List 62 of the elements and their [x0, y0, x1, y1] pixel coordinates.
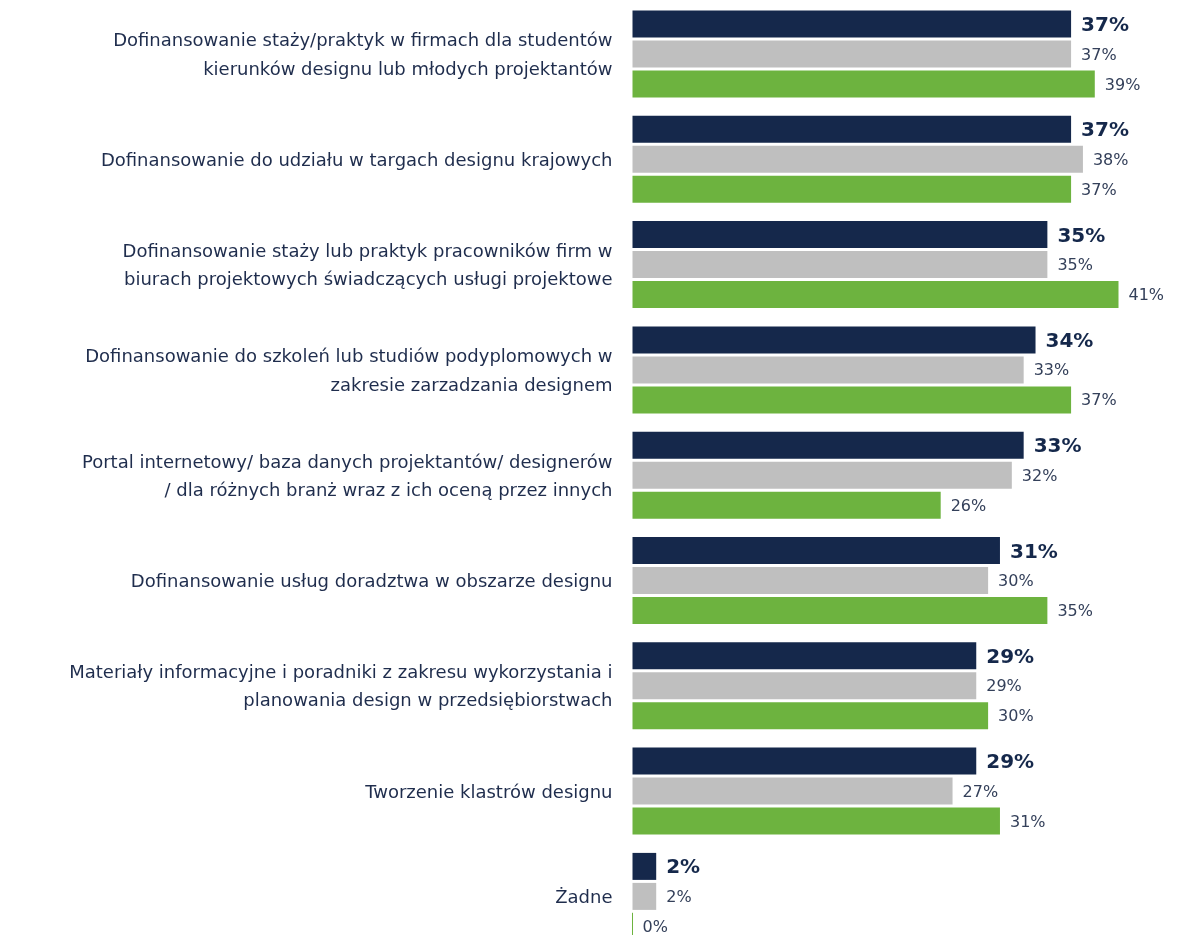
data-label: 37%: [1081, 117, 1129, 142]
bar: [632, 326, 1036, 354]
data-label: 39%: [1104, 74, 1141, 94]
bar: [632, 807, 1000, 835]
bar: [632, 747, 977, 775]
y-tick-label: Portal internetowy/ baza danych projektantów/ designerów / dla różnych branż wraz z ich oceną przez innych: [81, 450, 613, 500]
bar: [632, 386, 1072, 414]
data-label: 30%: [998, 571, 1034, 590]
y-tick-label: Dofinansowanie do szkoleń lub studiów podyplomowych w zakresie zarzadzania designem: [85, 345, 613, 395]
bar: [632, 461, 1012, 489]
data-label: 2%: [666, 854, 701, 879]
y-tick-label: Materiały informacyjne i poradniki z zakresu wykorzystania i planowania design w przedsiębiorstwach: [69, 661, 613, 711]
y-tick-label: Dofinansowanie staży lub praktyk pracowników firm w biurach projektowych świadczących usługi projektowe: [122, 239, 613, 290]
bar: [632, 251, 1048, 279]
bar: [632, 852, 657, 880]
data-label: 38%: [1092, 149, 1129, 169]
bar: [632, 882, 657, 910]
bar: [632, 281, 1119, 309]
data-label: 31%: [1009, 538, 1058, 563]
data-label: 35%: [1057, 255, 1093, 275]
data-label: 30%: [998, 706, 1034, 726]
bar: [632, 10, 1072, 38]
bar: [632, 115, 1072, 143]
data-label: 37%: [1081, 390, 1117, 410]
data-label: 27%: [962, 781, 999, 801]
data-label: 41%: [1128, 285, 1165, 305]
data-label: 33%: [1033, 360, 1070, 380]
data-label: 37%: [1081, 179, 1117, 199]
bar: [632, 70, 1095, 98]
bar: [632, 537, 1000, 564]
data-label: 35%: [1057, 601, 1093, 620]
data-label: 32%: [1021, 465, 1058, 485]
bar: [632, 702, 989, 730]
bar: [632, 356, 1024, 384]
bar: [632, 642, 977, 670]
bar: [632, 431, 1024, 459]
data-label: 31%: [1009, 811, 1046, 831]
bar: [632, 567, 989, 594]
y-tick-label: Dofinansowanie do udziału w targach designu krajowych: [100, 148, 613, 170]
bar: [632, 221, 1048, 249]
bar: [632, 175, 1072, 203]
y-tick-label: Dofinansowanie usług doradztwa w obszarze designu: [130, 570, 613, 591]
bar: [632, 40, 1072, 68]
y-tick-label: Żadne: [555, 885, 613, 907]
data-label: 0%: [642, 916, 668, 935]
data-label: 33%: [1033, 433, 1082, 458]
data-label: 29%: [986, 643, 1035, 668]
data-label: 34%: [1045, 327, 1094, 352]
bar: [632, 672, 977, 700]
y-tick-label: Tworzenie klastrów designu: [364, 780, 613, 802]
data-label: 2%: [666, 886, 692, 906]
data-label: 29%: [986, 676, 1022, 696]
y-tick-label: Dofinansowanie staży/praktyk w firmach dla studentów kierunków designu lub młodych projektantów: [113, 29, 613, 79]
bar: [632, 777, 953, 805]
bar: [632, 145, 1083, 173]
data-label: 29%: [986, 749, 1035, 774]
data-label: 37%: [1081, 12, 1129, 36]
data-label: 26%: [950, 495, 987, 515]
bar: [632, 491, 941, 519]
bar: [632, 597, 1048, 624]
data-label: 37%: [1081, 44, 1117, 64]
data-label: 35%: [1057, 222, 1106, 247]
